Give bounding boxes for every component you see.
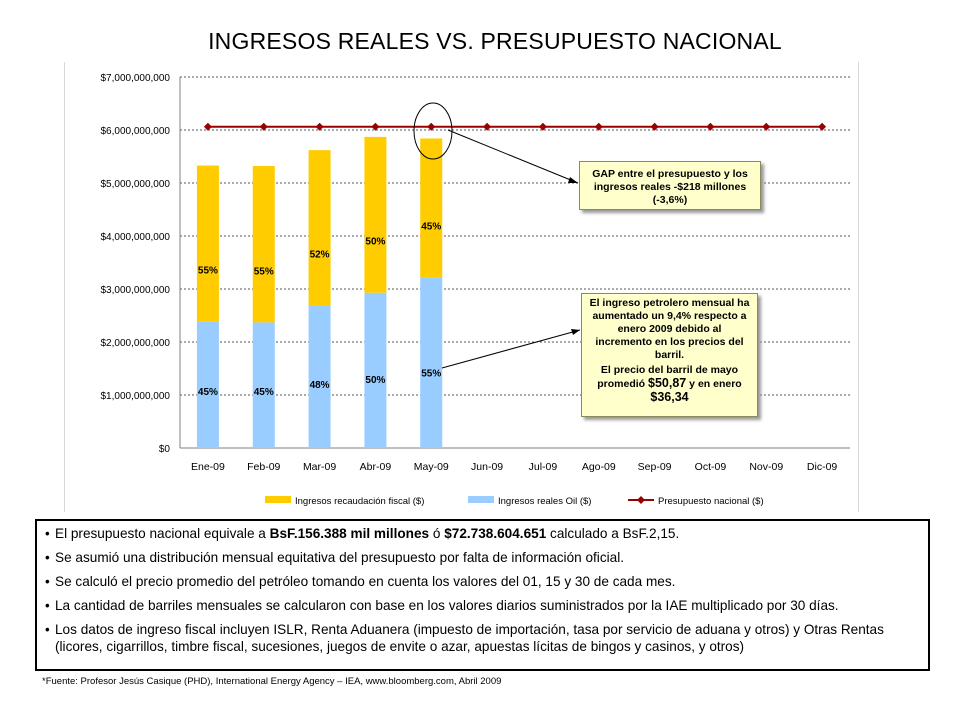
slide-title: INGRESOS REALES VS. PRESUPUESTO NACIONAL (208, 28, 782, 54)
bar-oil-income (364, 292, 387, 448)
x-axis: Ene-09 Feb-09 Mar-09 Abr-09 May-09 Jun-09 Jul-… (180, 447, 850, 473)
gap-highlight-ellipse (413, 102, 453, 160)
budget-point (762, 122, 771, 131)
bar-fiscal-income (196, 165, 219, 322)
bar-labels: 45% 55% 45% 55% 48% 52% 50% 50% 55% 45% (198, 221, 441, 398)
oil-callout: El ingreso petrolero mensual ha aumentad… (581, 293, 758, 417)
bar-percent-label: 50% (365, 375, 385, 386)
note-budget: El presupuesto nacional equivale a BsF.1… (45, 525, 920, 542)
x-tick-label: Nov-09 (749, 461, 783, 473)
bar-percent-label: 52% (310, 249, 330, 260)
x-tick-label: Ago-09 (582, 461, 616, 473)
oil-price-january: $36,34 (650, 390, 689, 404)
y-tick-label: $6,000,000,000 (100, 126, 170, 137)
note-distribution: Se asumió una distribución mensual equit… (45, 549, 920, 566)
budget-point (538, 122, 547, 131)
x-tick-label: Abr-09 (360, 461, 392, 473)
x-tick-label: Jul-09 (529, 461, 558, 473)
y-tick-label: $5,000,000,000 (100, 179, 170, 190)
bar-fiscal-income (308, 150, 331, 306)
budget-point (650, 122, 659, 131)
bar-oil-income (196, 321, 219, 448)
oil-callout-text-a: El precio del barril de mayo promedió (597, 364, 739, 390)
bar-percent-label: 45% (421, 221, 441, 232)
bar-percent-label: 50% (365, 237, 385, 248)
notes-box: El presupuesto nacional equivale a BsF.1… (35, 519, 930, 671)
bar-percent-label: 48% (310, 380, 330, 391)
legend-swatch (468, 496, 494, 503)
x-tick-label: Oct-09 (695, 461, 727, 473)
oil-callout-connector (441, 329, 581, 369)
stacked-bar-line-chart: $0 $1,000,000,000 $2,000,000,000 $3,000,000… (64, 62, 859, 512)
gap-callout-arrowhead (568, 177, 578, 183)
budget-point (594, 122, 603, 131)
oil-callout-paragraph-1: El ingreso petrolero mensual ha aumentad… (589, 297, 750, 361)
oil-callout-text-c: y en enero (686, 378, 742, 390)
budget-point (483, 122, 492, 131)
oil-price-may: $50,87 (648, 376, 687, 390)
note-budget-usd: $72.738.604.651 (444, 526, 547, 541)
y-tick-label: $2,000,000,000 (100, 338, 170, 349)
bar-percent-label: 45% (198, 387, 218, 398)
legend-label: Presupuesto nacional ($) (658, 496, 764, 507)
bar-fiscal-income (420, 138, 443, 278)
bar-percent-label: 55% (254, 266, 274, 277)
budget-point (315, 122, 324, 131)
y-axis: $0 $1,000,000,000 $2,000,000,000 $3,000,000… (100, 73, 181, 455)
y-tick-label: $1,000,000,000 (100, 391, 170, 402)
y-tick-label: $0 (159, 444, 171, 455)
bar-fiscal-income (252, 166, 275, 323)
note-budget-text-e: calculado a BsF.2,15. (546, 526, 680, 541)
x-tick-label: Feb-09 (247, 461, 280, 473)
note-barrels: La cantidad de barriles mensuales se cal… (45, 597, 920, 614)
legend-label: Ingresos reales Oil ($) (498, 496, 591, 507)
legend: Ingresos recaudación fiscal ($) Ingresos … (265, 496, 764, 507)
gap-callout-text: GAP entre el presupuesto y los ingresos … (592, 168, 748, 206)
note-budget-text-c: ó (429, 526, 445, 541)
x-tick-label: Jun-09 (471, 461, 503, 473)
source-footnote: *Fuente: Profesor Jesús Casique (PHD), I… (42, 676, 502, 687)
x-tick-label: May-09 (414, 461, 449, 473)
budget-line-series (203, 122, 827, 131)
oil-callout-arrowhead (571, 329, 580, 335)
bar-percent-label: 45% (254, 387, 274, 398)
note-budget-text-a: El presupuesto nacional equivale a (55, 526, 270, 541)
budget-point (371, 122, 380, 131)
y-tick-label: $4,000,000,000 (100, 232, 170, 243)
bar-oil-income (420, 277, 443, 448)
bar-percent-label: 55% (198, 265, 218, 276)
bar-oil-income (252, 322, 275, 448)
gap-callout: GAP entre el presupuesto y los ingresos … (579, 161, 761, 210)
bar-series (196, 136, 443, 448)
budget-point (706, 122, 715, 131)
bar-oil-income (308, 305, 331, 448)
budget-point (259, 122, 268, 131)
note-budget-bsf: BsF.156.388 mil millones (269, 526, 430, 541)
legend-swatch (265, 496, 291, 503)
x-tick-label: Ene-09 (191, 461, 225, 473)
x-tick-label: Dic-09 (807, 461, 838, 473)
budget-point (818, 122, 827, 131)
y-tick-label: $7,000,000,000 (100, 73, 170, 84)
budget-point (427, 122, 436, 131)
legend-label: Ingresos recaudación fiscal ($) (295, 496, 424, 507)
bar-percent-label: 55% (421, 368, 441, 379)
note-fiscal-income: Los datos de ingreso fiscal incluyen ISL… (45, 621, 920, 655)
y-tick-label: $3,000,000,000 (100, 285, 170, 296)
bar-fiscal-income (364, 136, 387, 293)
x-tick-label: Mar-09 (303, 461, 336, 473)
budget-point (203, 122, 212, 131)
gap-callout-connector (447, 129, 579, 184)
oil-callout-paragraph-2: El precio del barril de mayo promedió $5… (588, 364, 751, 405)
note-oil-price: Se calculó el precio promedio del petról… (45, 573, 920, 590)
legend-swatch-marker (637, 496, 645, 504)
x-tick-label: Sep-09 (638, 461, 672, 473)
